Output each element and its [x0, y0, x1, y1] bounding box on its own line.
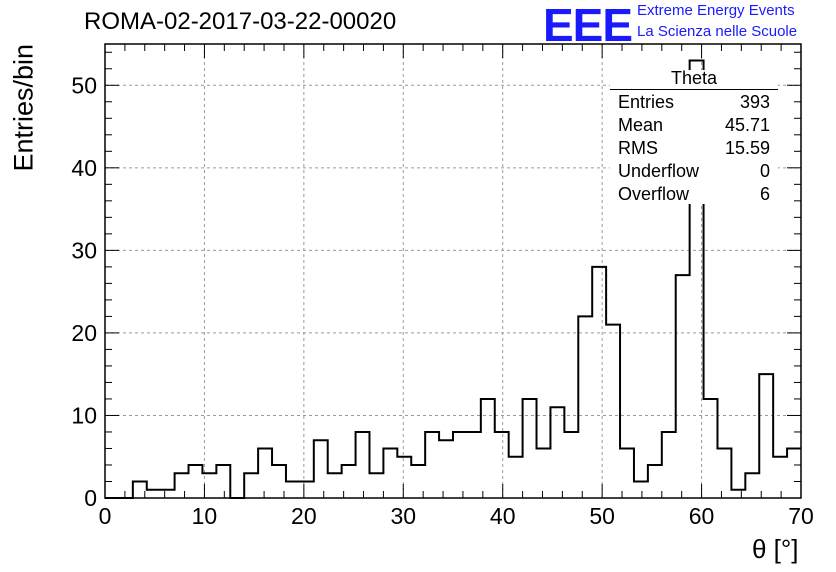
- histogram-bin: [453, 432, 467, 498]
- stat-row-mean: Mean 45.71: [618, 115, 770, 137]
- y-axis-label: Entries/bin: [8, 43, 39, 172]
- histogram-series: [105, 59, 801, 499]
- x-axis-label: θ [°]: [752, 534, 799, 564]
- x-tick-label: 70: [788, 503, 814, 529]
- x-tick-label: 20: [291, 503, 317, 529]
- histogram-bin: [383, 448, 397, 498]
- y-tick-label: 20: [71, 320, 97, 346]
- logo-line-2: La Scienza nelle Scuole: [637, 23, 798, 40]
- histogram-bin: [759, 374, 773, 498]
- histogram-bin: [662, 432, 676, 498]
- histogram-bin: [147, 490, 161, 498]
- histogram-bin: [369, 473, 383, 498]
- histogram-bin: [564, 432, 578, 498]
- stats-box: Theta Entries 393 Mean 45.71 RMS 15.59 U…: [610, 68, 778, 206]
- y-tick-label: 0: [84, 485, 97, 511]
- y-tick-label: 30: [71, 237, 97, 263]
- y-tick-label: 40: [71, 155, 97, 181]
- histogram-bin: [286, 481, 300, 498]
- histogram-bin: [425, 432, 439, 498]
- logo-line-1: Extreme Energy Events: [637, 2, 795, 19]
- x-tick-label: 30: [390, 503, 416, 529]
- histogram-bin: [495, 432, 509, 498]
- histogram-bin: [676, 275, 690, 498]
- histogram-bin: [578, 316, 592, 498]
- histogram-bin: [704, 399, 718, 498]
- histogram-bin: [189, 465, 203, 498]
- histogram-bin: [216, 465, 230, 498]
- histogram-bin: [509, 457, 523, 498]
- x-tick-label: 50: [589, 503, 615, 529]
- stat-row-overflow: Overflow 6: [618, 184, 770, 206]
- histogram-bin: [787, 448, 801, 498]
- histogram-bin: [537, 448, 551, 498]
- y-tick-label: 10: [71, 402, 97, 428]
- chart-title: ROMA-02-2017-03-22-00020: [84, 8, 397, 35]
- stat-value: 15.59: [724, 138, 770, 158]
- stat-value: 393: [739, 92, 770, 112]
- histogram-bin: [620, 448, 634, 498]
- stats-title: Theta: [670, 68, 718, 88]
- x-tick-label: 0: [99, 503, 112, 529]
- stat-row-underflow: Underflow 0: [618, 161, 770, 183]
- histogram-bin: [773, 457, 787, 498]
- histogram-bin: [258, 448, 272, 498]
- stat-value: 0: [759, 161, 770, 181]
- histogram-bin: [300, 481, 314, 498]
- stat-value: 45.71: [724, 115, 770, 135]
- x-tick-label: 10: [192, 503, 218, 529]
- x-tick-label: 60: [689, 503, 715, 529]
- stat-key: RMS: [618, 138, 658, 158]
- histogram-bin: [592, 267, 606, 498]
- stat-key: Mean: [618, 115, 664, 135]
- stats-divider: [610, 89, 778, 90]
- stat-row-entries: Entries 393: [618, 92, 770, 114]
- histogram-bin: [550, 407, 564, 498]
- histogram-bin: [634, 481, 648, 498]
- x-tick-label: 40: [490, 503, 516, 529]
- stat-key: Underflow: [618, 161, 700, 181]
- stat-key: Entries: [618, 92, 675, 112]
- histogram-bin: [648, 465, 662, 498]
- histogram-bin: [467, 432, 481, 498]
- histogram-bin: [731, 490, 745, 498]
- histogram-bin: [397, 457, 411, 498]
- y-tick-label: 50: [71, 72, 97, 98]
- histogram-bin: [314, 440, 328, 498]
- histogram-bin: [328, 473, 342, 498]
- histogram-bin: [356, 432, 370, 498]
- stat-key: Overflow: [618, 184, 690, 204]
- histogram-bin: [244, 473, 258, 498]
- histogram-bin: [523, 399, 537, 498]
- plot-frame: [104, 43, 802, 499]
- histogram-bin: [606, 325, 620, 498]
- histogram-bin: [745, 473, 759, 498]
- histogram-bin: [161, 490, 175, 498]
- histogram-bin: [175, 473, 189, 498]
- stat-row-rms: RMS 15.59: [618, 138, 770, 160]
- eee-logo: EEE: [543, 0, 633, 51]
- histogram-bin: [481, 399, 495, 498]
- stat-value: 6: [759, 184, 770, 204]
- histogram-bin: [439, 440, 453, 498]
- histogram-bin: [717, 448, 731, 498]
